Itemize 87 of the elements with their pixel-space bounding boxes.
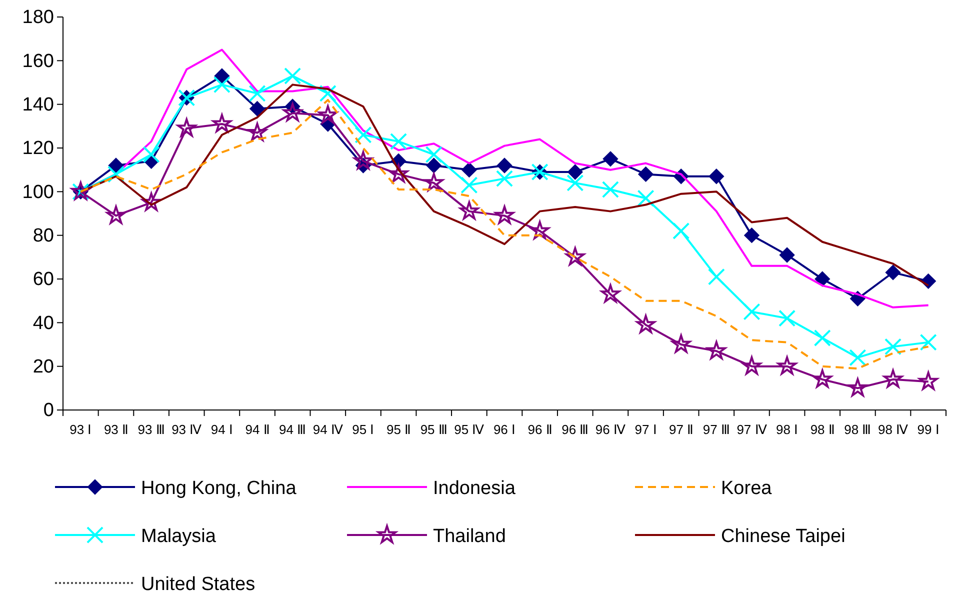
legend-label: Malaysia xyxy=(141,526,216,547)
point xyxy=(708,168,724,184)
x-tick-label: 98 Ⅳ xyxy=(878,422,908,437)
y-tick-label: 100 xyxy=(22,182,54,203)
point xyxy=(742,356,762,375)
point xyxy=(920,334,937,351)
point xyxy=(743,303,760,320)
point xyxy=(390,132,408,150)
point xyxy=(107,166,125,183)
point xyxy=(779,247,795,263)
point xyxy=(672,222,690,240)
point xyxy=(284,67,302,84)
point xyxy=(778,310,796,327)
point xyxy=(460,201,479,220)
x-tick-label: 94 Ⅲ xyxy=(279,422,306,437)
point xyxy=(708,268,725,286)
y-tick-label: 20 xyxy=(32,356,54,378)
legend-label: United States xyxy=(141,574,256,595)
point xyxy=(494,206,514,224)
y-tick-label: 180 xyxy=(22,7,54,28)
x-tick-label: 95 Ⅳ xyxy=(454,422,484,437)
point xyxy=(602,151,618,167)
point xyxy=(142,146,160,164)
x-tick-label: 96 Ⅱ xyxy=(528,422,552,437)
y-tick-label: 0 xyxy=(43,400,54,422)
point xyxy=(425,146,442,164)
y-tick-label: 40 xyxy=(32,312,54,334)
legend-label: Thailand xyxy=(433,526,506,547)
x-tick-label: 95 Ⅲ xyxy=(420,422,448,437)
point xyxy=(248,84,266,102)
point xyxy=(636,314,656,334)
point xyxy=(744,228,760,243)
y-tick-label: 120 xyxy=(22,138,54,160)
x-tick-label: 95 Ⅱ xyxy=(386,422,411,437)
legend-label: Chinese Taipei xyxy=(721,526,846,547)
point xyxy=(638,166,654,182)
x-tick-label: 94 Ⅳ xyxy=(312,422,343,437)
point xyxy=(319,84,336,102)
point xyxy=(884,338,902,356)
point xyxy=(637,190,654,207)
point xyxy=(462,162,477,178)
x-tick-label: 93 Ⅳ xyxy=(172,422,202,437)
y-tick-label: 160 xyxy=(22,50,54,72)
x-tick-label: 93 Ⅱ xyxy=(104,422,128,437)
x-tick-label: 97 Ⅰ xyxy=(634,422,657,437)
x-tick-label: 94 Ⅰ xyxy=(210,422,233,437)
x-tick-label: 97 Ⅲ xyxy=(702,422,730,437)
point xyxy=(108,158,124,174)
x-tick-label: 96 Ⅰ xyxy=(493,422,516,437)
x-tick-label: 97 Ⅱ xyxy=(669,422,694,437)
x-tick-label: 98 Ⅰ xyxy=(776,422,798,437)
x-tick-label: 96 Ⅲ xyxy=(562,422,589,437)
y-tick-label: 60 xyxy=(32,269,54,290)
point xyxy=(460,176,478,194)
point xyxy=(568,164,583,180)
point xyxy=(814,271,830,287)
x-tick-label: 96 Ⅳ xyxy=(595,422,626,437)
point xyxy=(496,170,514,188)
point xyxy=(424,172,444,192)
legend-label: Indonesia xyxy=(433,478,516,499)
point xyxy=(496,158,512,174)
legend-label: Korea xyxy=(721,478,772,499)
x-tick-label: 98 Ⅱ xyxy=(810,422,834,437)
x-tick-label: 93 Ⅰ xyxy=(70,422,92,437)
point xyxy=(250,101,265,116)
x-tick-label: 99 Ⅰ xyxy=(917,422,940,437)
x-tick-label: 93 Ⅲ xyxy=(138,422,165,437)
point xyxy=(248,122,267,141)
point xyxy=(426,158,442,174)
point xyxy=(814,329,831,346)
point xyxy=(849,349,866,366)
x-tick-label: 97 Ⅳ xyxy=(736,422,767,437)
y-tick-label: 80 xyxy=(32,225,54,246)
point xyxy=(213,76,230,94)
x-tick-label: 94 Ⅱ xyxy=(245,422,270,437)
point xyxy=(602,180,619,198)
point xyxy=(214,68,230,84)
point xyxy=(177,118,196,137)
y-tick-label: 140 xyxy=(22,94,54,116)
point xyxy=(566,174,584,192)
point xyxy=(354,126,372,144)
legend-label: Hong Kong, China xyxy=(141,478,297,499)
point xyxy=(812,369,832,388)
x-tick-label: 95 Ⅰ xyxy=(352,422,374,437)
point xyxy=(885,264,901,280)
x-tick-label: 98 Ⅲ xyxy=(844,422,872,437)
point xyxy=(318,105,338,124)
